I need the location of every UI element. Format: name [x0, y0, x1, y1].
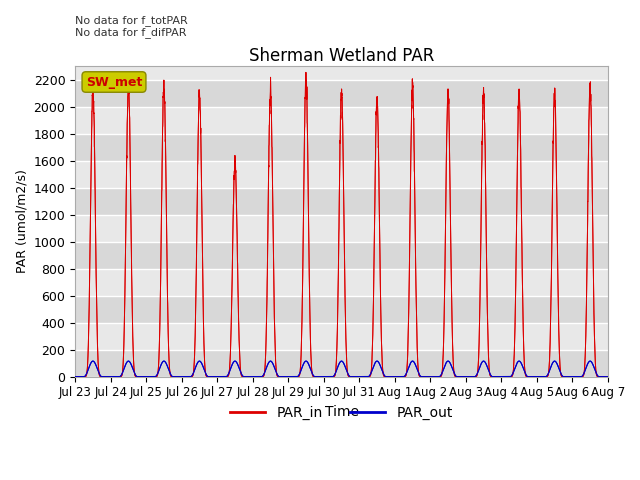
Legend: PAR_in, PAR_out: PAR_in, PAR_out: [225, 400, 458, 426]
Bar: [75, 323, 608, 349]
Text: SW_met: SW_met: [86, 75, 142, 88]
Bar: [75, 107, 608, 133]
Bar: [75, 133, 608, 161]
Bar: [75, 80, 608, 107]
Bar: [75, 349, 608, 377]
Bar: [75, 296, 608, 323]
Bar: [75, 241, 608, 269]
Title: Sherman Wetland PAR: Sherman Wetland PAR: [249, 47, 434, 65]
Bar: [75, 215, 608, 241]
Bar: [75, 269, 608, 296]
Bar: [75, 161, 608, 188]
Bar: [75, 188, 608, 215]
Text: No data for f_totPAR
No data for f_difPAR: No data for f_totPAR No data for f_difPA…: [75, 15, 188, 38]
X-axis label: Time: Time: [324, 405, 358, 419]
Y-axis label: PAR (umol/m2/s): PAR (umol/m2/s): [15, 169, 28, 273]
